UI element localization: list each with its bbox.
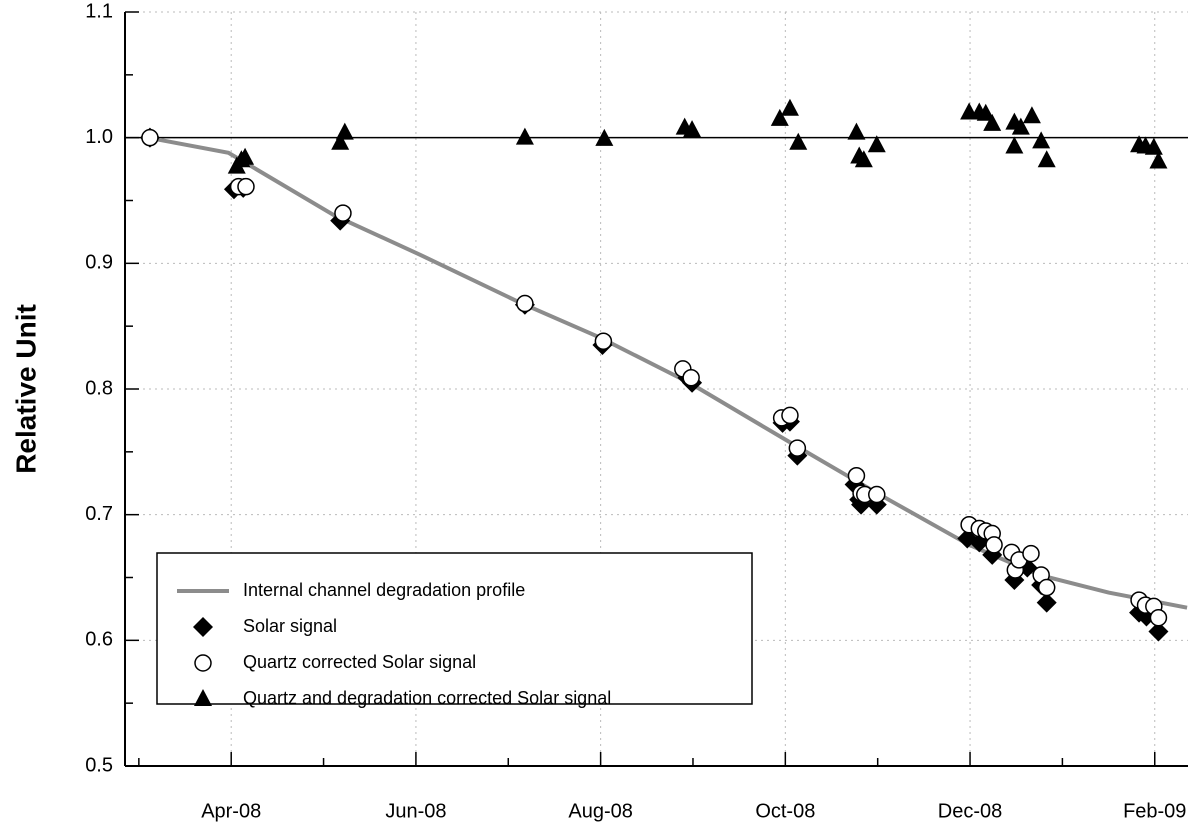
profile-line [147,135,1188,610]
triangle-marker [331,132,350,150]
x-tick-label: Feb-09 [1123,800,1186,822]
y-tick-label: 0.6 [85,629,113,651]
triangle-marker [770,108,789,126]
legend-box [156,552,753,705]
circle-marker [1022,544,1040,563]
circle-marker [781,406,799,425]
diamond-marker [1036,592,1057,613]
legend-label: Quartz and degradation corrected Solar s… [243,688,611,708]
triangle-marker [1022,106,1041,124]
y-tick-label: 1.0 [85,126,113,148]
circle-marker [237,177,255,196]
triangle-marker [847,122,866,140]
y-tick-label: 0.7 [85,503,113,525]
triangle-marker [683,120,702,138]
circle-marker [1149,608,1168,627]
triangle-marker [976,103,995,121]
y-tick-label: 0.5 [85,754,113,776]
circle-marker [847,466,866,485]
triangle-marker [789,132,808,150]
circle-marker [868,485,886,504]
legend-label: Quartz corrected Solar signal [243,652,476,672]
triangle-marker [595,128,614,146]
y-tick-label: 0.9 [85,252,113,274]
triangle-marker [335,122,354,140]
circle-marker [1037,578,1056,597]
circle-marker [334,204,352,222]
triangle-marker [1144,137,1163,155]
triangle-marker [1005,136,1024,154]
triangle-marker [1032,131,1051,149]
legend-label: Solar signal [243,616,337,636]
legend-label: Internal channel degradation profile [243,580,525,600]
triangle-marker [780,98,799,116]
triangle-marker [854,150,873,168]
circle-marker [594,332,613,350]
triangle-marker [983,113,1002,131]
y-tick-label: 1.1 [85,0,113,22]
y-tick-label: 0.8 [85,377,113,399]
circle-marker [788,439,807,457]
circle-marker [682,368,700,387]
triangle-marker [194,689,212,706]
x-tick-label: Aug-08 [568,800,633,822]
circle-marker [194,654,212,672]
diamond-marker [193,617,213,637]
circle-marker [141,128,159,147]
triangle-marker [1149,151,1168,169]
triangle-marker [236,147,255,165]
x-tick-label: Apr-08 [201,800,261,822]
triangle-marker [1011,117,1030,135]
x-tick-label: Jun-08 [385,800,446,822]
diamond-marker [1148,621,1169,642]
y-axis-label: Relative Unit [10,304,41,474]
x-tick-label: Dec-08 [938,800,1002,822]
triangle-marker [867,135,886,153]
triangle-marker [515,127,534,145]
x-tick-label: Oct-08 [755,800,815,822]
triangle-marker [1037,150,1056,168]
circle-marker [516,294,534,313]
circle-marker [985,536,1003,554]
